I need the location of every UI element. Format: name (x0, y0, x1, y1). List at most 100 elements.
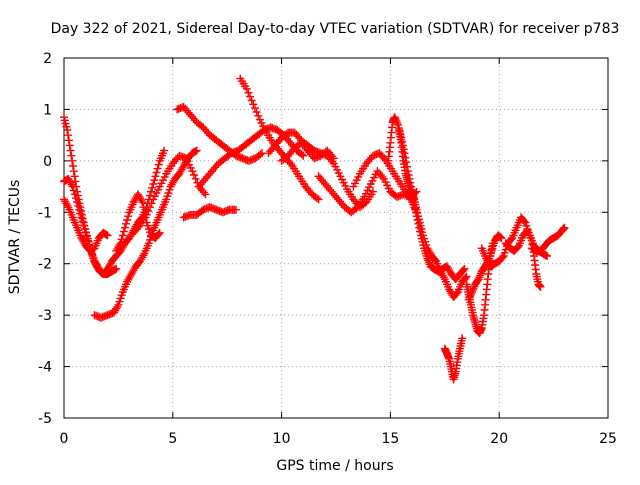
data-point-marker (498, 253, 507, 262)
data-point-marker (69, 167, 78, 176)
data-point-marker (466, 291, 475, 300)
x-tick-label: 5 (168, 431, 177, 447)
data-markers (60, 74, 569, 384)
series-arc-10 (236, 74, 323, 204)
data-point-marker (254, 111, 263, 120)
data-point-marker (314, 195, 323, 204)
data-point-marker (465, 293, 474, 302)
data-point-marker (252, 108, 261, 116)
data-point-marker (475, 273, 484, 282)
series-arc-13 (314, 167, 421, 217)
data-point-marker (199, 188, 208, 197)
data-point-marker (103, 231, 112, 240)
data-point-marker (150, 176, 159, 185)
data-point-marker (192, 146, 201, 155)
data-point-marker (65, 141, 74, 150)
data-point-marker (69, 186, 78, 195)
data-point-marker (474, 275, 483, 284)
data-point-marker (80, 225, 89, 233)
series-arc-16 (395, 126, 471, 302)
series-arc-05 (112, 190, 164, 255)
data-point-marker (256, 150, 265, 159)
data-point-marker (191, 174, 200, 183)
series-arc-12 (277, 138, 338, 165)
data-point-marker (81, 228, 90, 237)
data-point-marker (70, 190, 79, 199)
data-point-marker (144, 207, 153, 215)
data-point-marker (190, 171, 199, 179)
x-tick-label: 0 (60, 431, 69, 447)
data-point-marker (122, 219, 131, 228)
data-point-marker (460, 264, 469, 273)
data-point-marker (312, 194, 321, 203)
data-point-marker (151, 172, 160, 181)
data-point-marker (64, 131, 73, 140)
x-tick-label: 20 (490, 431, 508, 447)
data-point-marker (329, 154, 338, 163)
data-point-marker (85, 240, 94, 249)
series-arc-04 (90, 146, 201, 322)
x-tick-label: 15 (381, 431, 399, 447)
x-axis-label: GPS time / hours (276, 458, 393, 474)
data-point-marker (112, 264, 121, 273)
data-point-marker (459, 266, 468, 275)
series-arc-08 (179, 203, 240, 222)
data-point-marker (115, 241, 124, 250)
data-point-marker (142, 210, 151, 219)
x-tick-label: 25 (599, 431, 617, 447)
data-point-marker (67, 180, 76, 189)
data-point-marker (68, 156, 77, 165)
series-arc-21 (501, 226, 545, 291)
data-point-marker (137, 196, 146, 205)
data-point-marker (154, 230, 163, 239)
data-point-marker (462, 272, 471, 281)
data-point-marker (250, 104, 259, 113)
data-point-marker (138, 198, 147, 206)
data-point-marker (497, 234, 506, 242)
y-tick-label: 1 (43, 102, 52, 118)
data-point-marker (469, 284, 478, 293)
data-point-marker (119, 227, 128, 236)
data-point-marker (124, 212, 133, 221)
data-point-marker (120, 223, 129, 232)
data-point-marker (67, 151, 76, 160)
data-point-marker (70, 172, 79, 181)
series-arc-06 (129, 151, 210, 237)
data-point-marker (425, 258, 434, 267)
data-point-marker (468, 286, 477, 295)
chart-title: Day 322 of 2021, Sidereal Day-to-day VTE… (51, 21, 620, 37)
data-point-marker (145, 203, 154, 212)
data-point-marker (380, 154, 389, 163)
data-point-marker (476, 271, 485, 280)
data-point-marker (247, 96, 256, 105)
data-point-marker (77, 213, 86, 222)
data-point-marker (79, 221, 88, 230)
data-point-marker (68, 162, 77, 170)
data-point-marker (74, 201, 83, 210)
y-tick-label: -3 (38, 308, 52, 324)
series-arc-03 (60, 174, 121, 278)
y-tick-label: 0 (43, 154, 52, 170)
data-point-marker (391, 115, 400, 124)
data-point-marker (297, 150, 306, 159)
y-tick-label: -4 (38, 360, 52, 376)
data-point-marker (68, 182, 77, 191)
data-point-marker (134, 223, 143, 232)
data-point-marker (368, 187, 377, 196)
plot-frame (63, 57, 609, 419)
data-point-marker (378, 172, 387, 181)
data-point-marker (201, 190, 210, 199)
data-point-marker (188, 167, 197, 176)
data-point-marker (458, 334, 467, 343)
data-point-marker (113, 302, 122, 311)
data-point-marker (152, 168, 161, 177)
data-point-marker (83, 236, 92, 245)
data-point-marker (71, 194, 80, 203)
data-point-marker (147, 199, 156, 208)
data-point-marker (76, 209, 85, 218)
data-point-marker (123, 216, 132, 224)
data-point-marker (139, 251, 148, 260)
y-tick-label: -1 (38, 205, 52, 221)
